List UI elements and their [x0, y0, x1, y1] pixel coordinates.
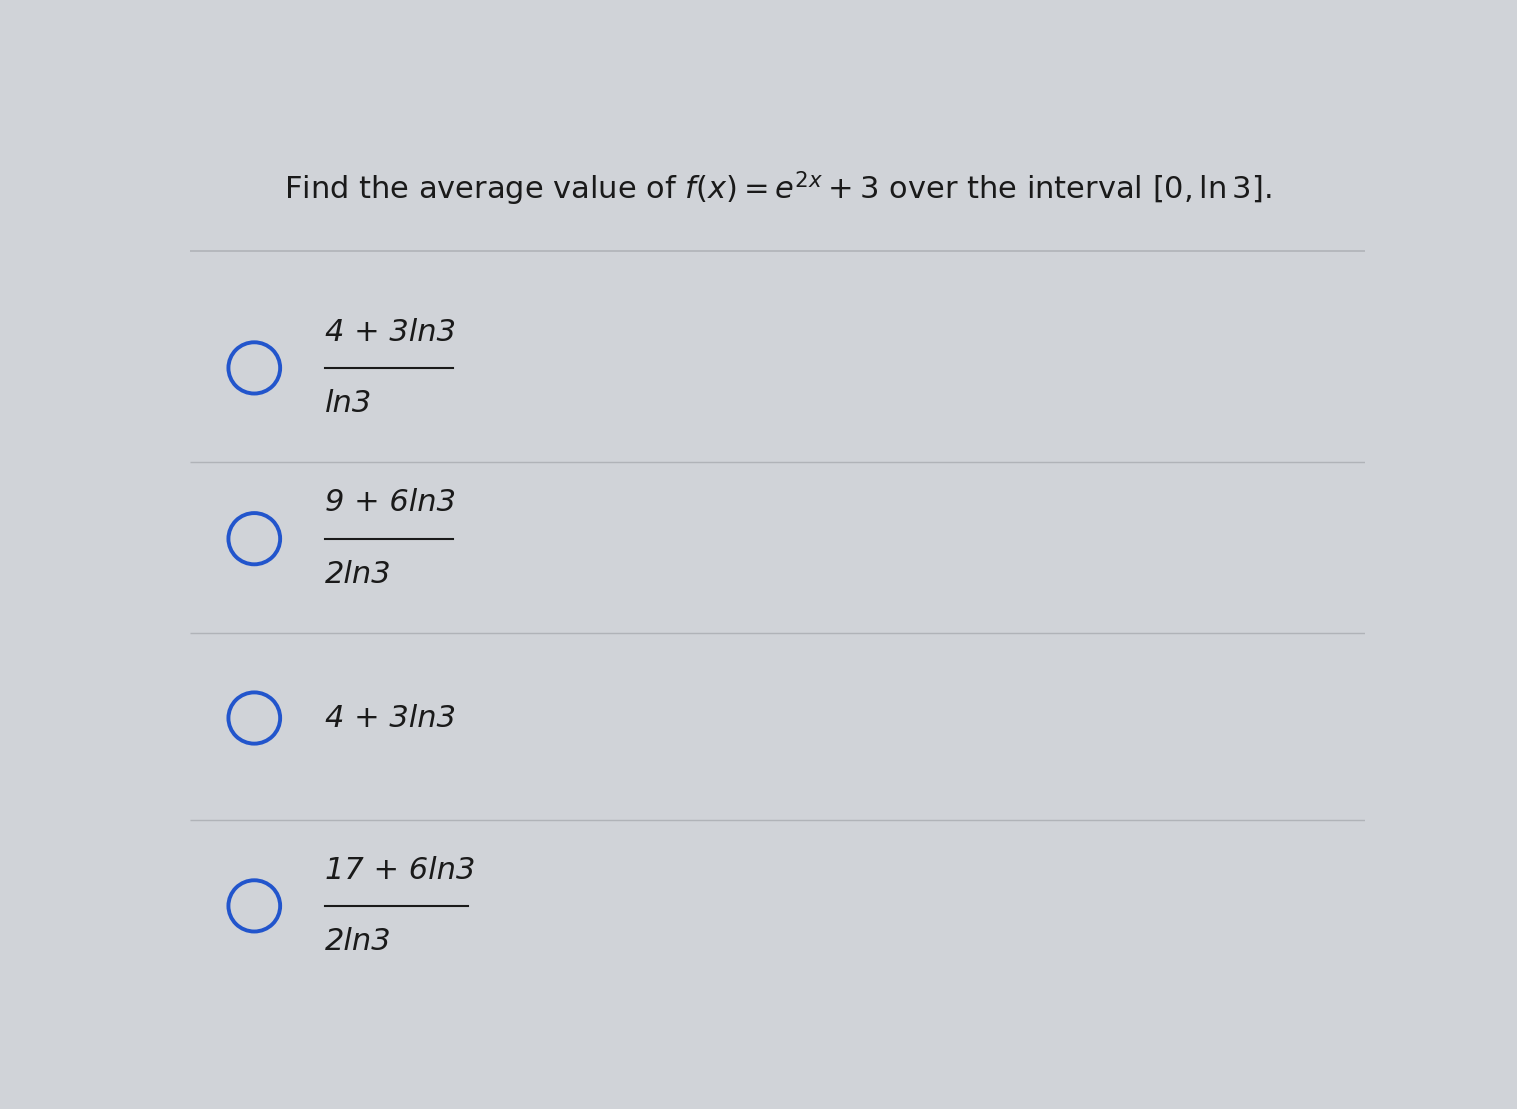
Text: 4 + 3ln3: 4 + 3ln3	[325, 317, 455, 346]
Text: 17 + 6ln3: 17 + 6ln3	[325, 855, 475, 885]
Text: Find the average value of $f(x)=e^{2x}+3$ over the interval $[0,\ln 3]$.: Find the average value of $f(x)=e^{2x}+3…	[284, 170, 1271, 207]
Text: 9 + 6ln3: 9 + 6ln3	[325, 488, 455, 517]
Text: 2ln3: 2ln3	[325, 927, 391, 956]
Text: ln3: ln3	[325, 389, 372, 418]
Text: 2ln3: 2ln3	[325, 560, 391, 589]
Text: 4 + 3ln3: 4 + 3ln3	[325, 703, 455, 733]
